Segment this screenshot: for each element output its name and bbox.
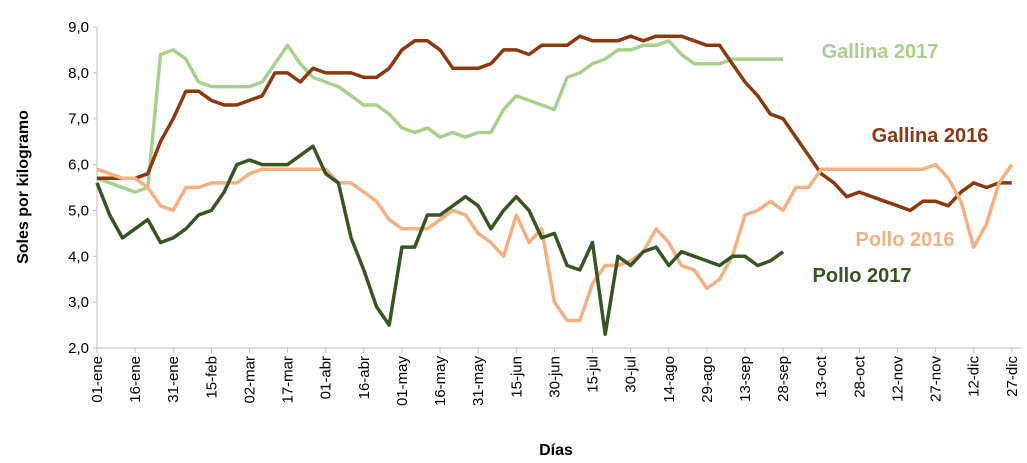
y-tick-label: 3,0 — [68, 294, 89, 311]
x-axis-title: Días — [539, 442, 573, 459]
x-tick-label: 16-abr — [356, 356, 373, 399]
y-tick-label: 2,0 — [68, 340, 89, 357]
x-tick-label: 12-nov — [889, 356, 906, 402]
x-tick-label: 29-ago — [699, 356, 716, 403]
series-line — [97, 34, 1012, 213]
x-tick-label: 15-feb — [203, 356, 220, 399]
series-line — [96, 162, 1014, 323]
x-tick-label: 01-may — [394, 356, 411, 407]
x-tick-label: 27-nov — [928, 356, 945, 402]
y-tick-label: 7,0 — [68, 111, 89, 128]
x-tick-label: 16-ene — [127, 356, 144, 403]
x-tick-label: 17-mar — [280, 356, 297, 404]
y-tick-label: 5,0 — [68, 202, 89, 219]
x-tick-label: 01-abr — [318, 356, 335, 399]
x-tick-label: 16-may — [432, 356, 449, 407]
series-label: Gallina 2016 — [872, 125, 989, 147]
y-axis-title: Soles por kilogramo — [15, 110, 32, 264]
x-tick-label: 27-dic — [1004, 356, 1021, 397]
x-tick-label: 31-may — [470, 356, 487, 407]
x-tick-label: 28-sep — [775, 356, 792, 402]
series-line — [96, 39, 784, 194]
x-tick-label: 02-mar — [241, 356, 258, 404]
x-tick-label: 13-oct — [813, 355, 830, 398]
y-tick-label: 6,0 — [68, 157, 89, 174]
x-tick-label: 01-ene — [89, 356, 106, 403]
x-tick-label: 15-jul — [585, 356, 602, 393]
y-tick-label: 4,0 — [68, 248, 89, 265]
x-tick-label: 28-oct — [851, 355, 868, 398]
series-line — [95, 144, 785, 336]
x-tick-label: 15-jun — [508, 356, 525, 398]
x-tick-label: 13-sep — [737, 356, 754, 402]
y-tick-label: 9,0 — [68, 19, 89, 36]
series-label: Pollo 2017 — [813, 265, 912, 287]
x-tick-label: 31-ene — [165, 356, 182, 403]
x-tick-label: 14-ago — [661, 356, 678, 403]
series-label: Pollo 2016 — [856, 229, 955, 251]
x-tick-label: 12-dic — [966, 356, 983, 397]
series-label: Gallina 2017 — [822, 41, 939, 63]
x-tick-label: 30-jul — [623, 356, 640, 393]
y-tick-label: 8,0 — [68, 65, 89, 82]
x-tick-label: 30-jun — [546, 356, 563, 398]
